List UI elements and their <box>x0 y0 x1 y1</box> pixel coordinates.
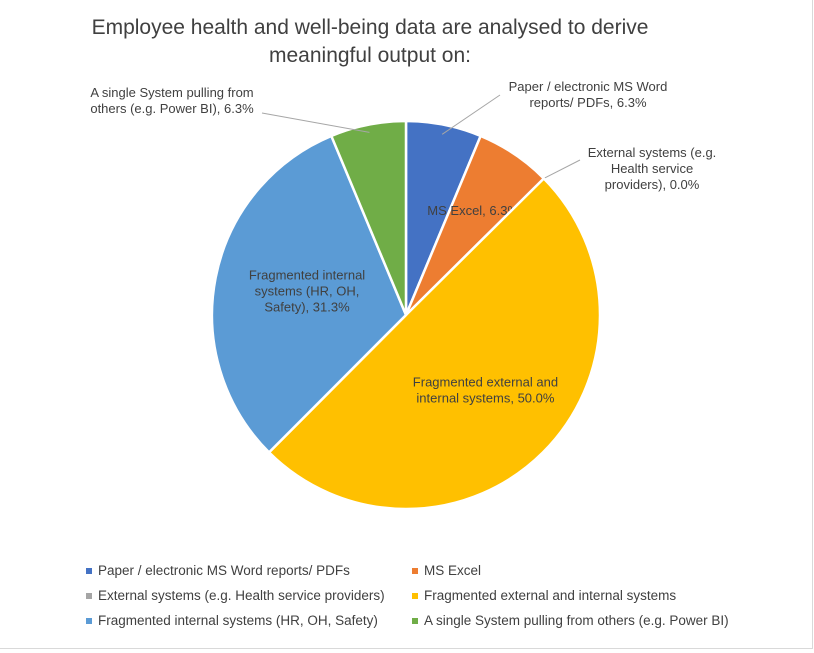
leader-line-external-systems-e-g-health-service-providers <box>543 159 581 179</box>
legend-label: Paper / electronic MS Word reports/ PDFs <box>98 563 350 578</box>
legend-label: External systems (e.g. Health service pr… <box>98 588 385 603</box>
legend-item-a-single-system-pulling-from-others-e-g-power-bi: A single System pulling from others (e.g… <box>412 613 752 628</box>
legend-swatch <box>412 592 418 599</box>
legend-item-fragmented-external-and-internal-systems: Fragmented external and internal systems <box>412 588 752 603</box>
leader-line-a-single-system-pulling-from-others-e-g-power-bi <box>261 112 370 133</box>
pie-slice-fragmented-internal-systems-hr-oh-safety <box>210 134 408 455</box>
legend-label: Fragmented external and internal systems <box>424 588 677 603</box>
legend-swatch <box>86 567 92 574</box>
legend-item-external-systems-e-g-health-service-providers: External systems (e.g. Health service pr… <box>86 588 412 603</box>
legend: Paper / electronic MS Word reports/ PDFs… <box>86 563 786 628</box>
legend-item-fragmented-internal-systems-hr-oh-safety: Fragmented internal systems (HR, OH, Saf… <box>86 613 412 628</box>
data-label-fragmented-internal-systems-hr-oh-safety: Fragmented internal systems (HR, OH, Safet… <box>249 268 365 315</box>
pie-chart: Paper / electronic MS Word reports/ PDFs,… <box>90 79 717 511</box>
legend-label: MS Excel <box>424 563 482 578</box>
legend-swatch <box>86 617 92 624</box>
data-label-fragmented-external-and-internal-systems: Fragmented external and internal systems,… <box>413 375 558 406</box>
data-label-a-single-system-pulling-from-others-e-g-power-bi: A single System pulling from others (e.g.… <box>90 85 254 116</box>
data-label-paper-electronic-ms-word-reports-pdfs: Paper / electronic MS Word reports/ PDFs,… <box>509 79 668 110</box>
leader-line-paper-electronic-ms-word-reports-pdfs <box>441 94 501 135</box>
pie-slice-fragmented-external-and-internal-systems <box>267 176 602 511</box>
data-label-ms-excel: MS Excel, 6.3% <box>427 203 519 218</box>
legend-label: A single System pulling from others (e.g… <box>424 613 729 628</box>
chart-title: Employee health and well-being data are … <box>91 16 649 67</box>
legend-item-paper-electronic-ms-word-reports-pdfs: Paper / electronic MS Word reports/ PDFs <box>86 563 412 578</box>
legend-item-ms-excel: MS Excel <box>412 563 752 578</box>
legend-label: Fragmented internal systems (HR, OH, Saf… <box>98 613 378 628</box>
pie-slice-a-single-system-pulling-from-others-e-g-power-bi <box>329 119 408 316</box>
data-label-external-systems-e-g-health-service-providers: External systems (e.g. Health service prov… <box>588 145 717 192</box>
legend-swatch <box>86 592 92 599</box>
legend-swatch <box>412 567 418 574</box>
legend-swatch <box>412 617 418 624</box>
